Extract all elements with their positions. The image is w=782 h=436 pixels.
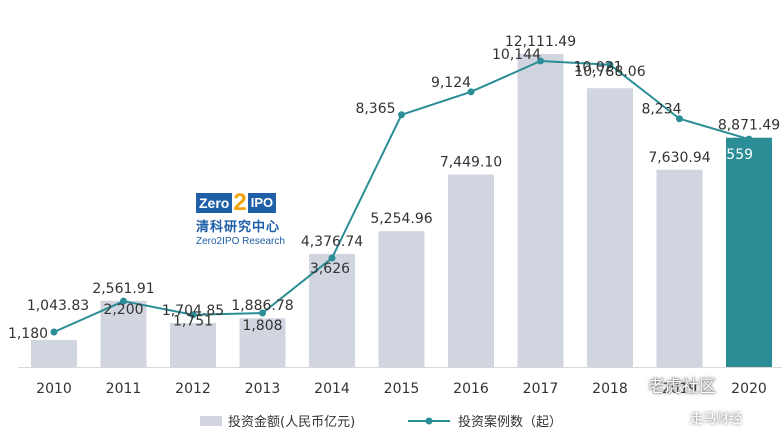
x-tick-2017: 2017 xyxy=(523,381,559,397)
bar-label-2012: 1,704.85 xyxy=(162,303,224,319)
bar-2015 xyxy=(378,231,425,367)
logo-mark: Zero 2 IPO xyxy=(196,189,296,216)
logo-brand-mid: 2 xyxy=(233,189,247,216)
bar-2014 xyxy=(309,253,355,367)
x-tick-2014: 2014 xyxy=(314,381,350,397)
bar-series xyxy=(31,54,772,367)
logo-brand-left: Zero xyxy=(196,193,233,213)
watermark-community: 老虎社区 xyxy=(648,377,716,397)
line-series xyxy=(50,57,753,336)
point-2017 xyxy=(537,57,544,65)
bar-label-2020: 8,871.49 xyxy=(718,118,780,134)
bar-2011 xyxy=(100,300,147,367)
line-label-2020: 7,559 xyxy=(713,147,753,163)
line-label-2017: 10,144 xyxy=(492,47,541,63)
point-2013 xyxy=(259,309,266,317)
point-2018 xyxy=(606,61,614,69)
bar-2020 xyxy=(726,137,772,367)
x-tick-2016: 2016 xyxy=(453,381,489,397)
legend-bar-label: 投资金额(人民币亿元) xyxy=(228,414,355,430)
x-tick-2015: 2015 xyxy=(384,381,420,397)
legend-line-marker xyxy=(425,417,433,425)
x-tick-2019: 2019 xyxy=(662,381,698,397)
bar-label-2016: 7,449.10 xyxy=(440,154,502,170)
bar-2017 xyxy=(517,54,564,367)
line-labels: 1,180 2,200 1,751 1,808 3,626 8,365 9,124 10,14… xyxy=(8,47,753,342)
logo-brand-right: IPO xyxy=(247,193,277,213)
bar-label-2013: 1,886.78 xyxy=(231,298,293,314)
point-2010 xyxy=(50,328,58,336)
bar-2013 xyxy=(239,318,286,367)
legend-line-label: 投资案例数（起） xyxy=(458,414,562,430)
line-label-2010: 1,180 xyxy=(8,326,48,342)
line-label-2011: 2,200 xyxy=(103,302,143,318)
point-2011 xyxy=(120,297,127,305)
bar-labels: 1,043.832,561.91 1,704.85 1,886.78 4,376.74… xyxy=(27,34,780,319)
bar-2010 xyxy=(31,340,77,367)
watermark-source: 走马财经 xyxy=(690,412,743,427)
line-label-2015: 8,365 xyxy=(355,101,395,117)
line-label-2013: 1,808 xyxy=(242,318,282,334)
bar-label-2018: 10,788.06 xyxy=(574,64,645,80)
line-label-2012: 1,751 xyxy=(173,314,213,330)
bar-label-2015: 5,254.96 xyxy=(370,211,432,227)
x-tick-2012: 2012 xyxy=(175,381,211,397)
point-2015 xyxy=(398,111,405,119)
x-tick-2018: 2018 xyxy=(592,381,628,397)
logo-name-en: Zero2IPO Research xyxy=(196,236,285,247)
point-2012 xyxy=(189,311,197,319)
point-2020 xyxy=(745,135,753,143)
logo-name-cn: 清科研究中心 xyxy=(196,220,281,235)
point-2019 xyxy=(676,115,683,123)
bar-label-2010: 1,043.83 xyxy=(27,298,89,314)
line-label-2018: 10,021 xyxy=(574,60,623,76)
bar-label-2019: 7,630.94 xyxy=(648,150,710,166)
bar-label-2014: 4,376.74 xyxy=(301,234,363,250)
line-label-2019: 8,234 xyxy=(641,102,681,118)
bar-2012 xyxy=(170,322,216,367)
x-tick-2010: 2010 xyxy=(36,381,72,397)
point-2016 xyxy=(467,88,475,96)
line-label-2016: 9,124 xyxy=(431,75,471,91)
zero2ipo-logo: Zero 2 IPO 清科研究中心 Zero2IPO Research xyxy=(196,189,296,247)
bar-2019 xyxy=(656,169,703,367)
legend: 投资金额(人民币亿元) 投资案例数（起） xyxy=(200,414,562,430)
line-label-2014: 3,626 xyxy=(310,261,350,277)
x-tick-2013: 2013 xyxy=(245,381,281,397)
bar-2016 xyxy=(448,174,494,367)
x-axis: 2010 2011 2012 2013 2014 2015 2016 2017 2018 2019… xyxy=(18,367,782,397)
bar-label-2011: 2,561.91 xyxy=(92,281,154,297)
x-tick-2011: 2011 xyxy=(106,381,142,397)
legend-bar-swatch xyxy=(200,416,222,426)
point-2014 xyxy=(328,254,336,262)
bar-label-2017: 12,111.49 xyxy=(505,34,576,50)
x-tick-2020: 2020 xyxy=(731,381,767,397)
bar-2018 xyxy=(587,88,633,367)
